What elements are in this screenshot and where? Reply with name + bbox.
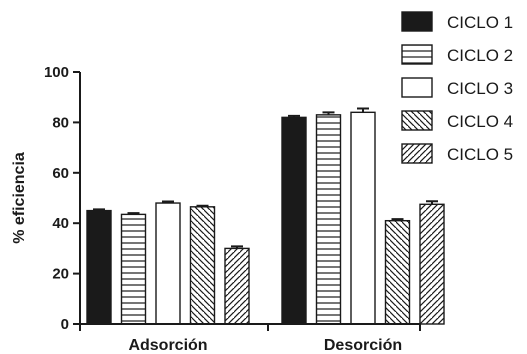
- legend: CICLO 1 CICLO 2 CICLO 3 CICLO 4 CICLO 5: [401, 11, 513, 164]
- error-bars: [93, 107, 438, 249]
- axes: [79, 72, 421, 331]
- bar-desorcion-ciclo-4: [384, 219, 411, 325]
- error-bar: [93, 208, 105, 211]
- category-labels: Adsorción Desorción: [128, 337, 402, 354]
- bar-adsorcion-ciclo-3: [155, 202, 181, 325]
- bar-adsorcion-ciclo-5: [224, 247, 250, 325]
- legend-swatch-ciclo-5: [401, 143, 433, 164]
- category-label-adsorcion: Adsorción: [128, 337, 207, 354]
- error-bar: [127, 212, 140, 215]
- y-tick-label: 100: [44, 64, 69, 81]
- y-tick-label: 80: [52, 114, 69, 131]
- y-tick-label: 40: [52, 215, 69, 232]
- legend-swatch-ciclo-4: [401, 110, 433, 131]
- legend-swatch-ciclo-1: [401, 11, 433, 32]
- legend-swatch-ciclo-3: [401, 77, 433, 98]
- y-tick-label: 20: [52, 266, 69, 283]
- y-axis-ticks: 0 20 40 60 80 100: [44, 64, 80, 333]
- bar-desorcion-ciclo-5: [419, 203, 445, 325]
- bar-desorcion-ciclo-3: [350, 111, 376, 325]
- legend-label-ciclo-3: CICLO 3: [447, 79, 513, 98]
- bar-adsorcion-ciclo-2: [120, 213, 147, 325]
- y-axis-title: % eficiencia: [11, 152, 28, 244]
- y-tick-label: 60: [52, 165, 69, 182]
- error-bar: [357, 107, 369, 113]
- bar-adsorcion-ciclo-1: [86, 209, 112, 325]
- legend-label-ciclo-5: CICLO 5: [447, 145, 513, 164]
- bars: [86, 111, 445, 325]
- legend-label-ciclo-2: CICLO 2: [447, 46, 513, 65]
- error-bar: [231, 245, 243, 249]
- bar-adsorcion-ciclo-4: [189, 206, 216, 325]
- error-bar: [426, 200, 438, 205]
- legend-label-ciclo-1: CICLO 1: [447, 13, 513, 32]
- legend-swatch-ciclo-2: [401, 44, 433, 65]
- bar-desorcion-ciclo-1: [281, 116, 307, 325]
- error-bar: [288, 114, 300, 118]
- legend-label-ciclo-4: CICLO 4: [447, 112, 513, 131]
- error-bar: [162, 200, 174, 204]
- error-bar: [322, 111, 335, 115]
- error-bar: [196, 204, 209, 207]
- error-bar: [391, 218, 404, 221]
- category-label-desorcion: Desorción: [324, 337, 402, 354]
- y-tick-label: 0: [61, 316, 69, 333]
- bar-desorcion-ciclo-2: [315, 114, 342, 325]
